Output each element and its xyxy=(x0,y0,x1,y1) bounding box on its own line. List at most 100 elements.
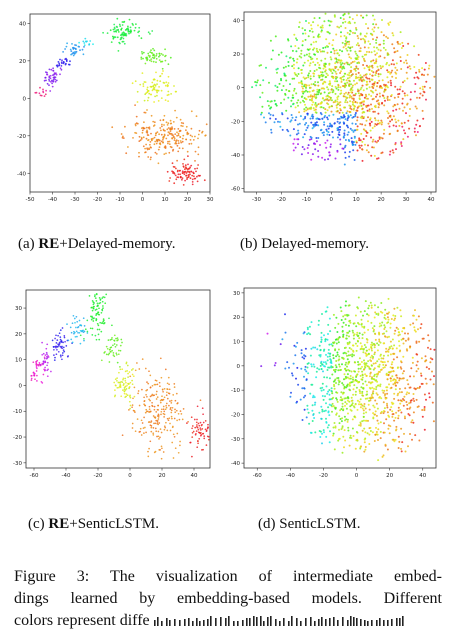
scatter-point xyxy=(351,116,354,119)
scatter-point xyxy=(307,74,310,77)
scatter-point xyxy=(191,431,194,434)
scatter-point xyxy=(170,93,173,95)
scatter-point xyxy=(160,140,163,143)
scatter-point xyxy=(149,399,151,402)
scatter-point xyxy=(138,26,141,29)
scatter-point xyxy=(371,376,373,379)
scatter-point xyxy=(86,330,89,333)
scatter-point xyxy=(72,314,75,317)
glyph-stroke xyxy=(386,620,389,626)
scatter-point xyxy=(117,28,119,31)
scatter-point xyxy=(346,373,349,376)
scatter-point xyxy=(365,14,368,17)
scatter-point xyxy=(424,355,427,358)
scatter-point xyxy=(371,28,374,31)
scatter-point xyxy=(357,296,360,299)
scatter-point xyxy=(305,122,308,124)
scatter-point xyxy=(382,366,385,369)
scatter-point xyxy=(316,49,319,52)
scatter-point xyxy=(202,421,205,424)
scatter-point xyxy=(163,416,165,418)
scatter-point xyxy=(397,409,400,412)
scatter-point xyxy=(304,29,306,32)
scatter-point xyxy=(328,393,331,396)
scatter-point xyxy=(386,404,389,407)
scatter-point xyxy=(329,91,331,94)
scatter-point xyxy=(344,397,347,400)
scatter-point xyxy=(308,29,311,32)
scatter-point xyxy=(95,308,98,311)
scatter-point xyxy=(153,121,156,124)
scatter-point xyxy=(318,344,321,347)
scatter-point xyxy=(169,119,172,122)
scatter-point xyxy=(401,90,404,93)
scatter-point xyxy=(355,65,358,68)
scatter-point xyxy=(385,389,388,392)
scatter-point xyxy=(116,379,118,382)
scatter-point xyxy=(152,54,155,57)
scatter-point xyxy=(303,408,306,411)
scatter-point xyxy=(139,427,142,430)
scatter-point xyxy=(377,139,380,142)
scatter-point xyxy=(391,413,394,416)
scatter-point xyxy=(324,12,327,15)
scatter-point xyxy=(34,91,37,94)
scatter-point xyxy=(300,352,303,355)
scatter-point xyxy=(121,368,124,371)
scatter-point xyxy=(416,387,419,389)
scatter-point xyxy=(368,51,371,53)
scatter-point xyxy=(129,404,132,407)
scatter-point xyxy=(324,57,327,60)
scatter-point xyxy=(103,322,105,325)
scatter-point xyxy=(369,368,372,370)
scatter-point xyxy=(356,380,358,383)
scatter-point xyxy=(161,123,163,126)
scatter-point xyxy=(46,361,49,364)
scatter-point xyxy=(360,318,363,321)
scatter-point xyxy=(327,88,330,91)
scatter-point xyxy=(122,135,124,138)
scatter-point xyxy=(50,370,52,373)
scatter-point xyxy=(358,357,361,360)
scatter-point xyxy=(129,26,132,29)
scatter-point xyxy=(204,420,207,422)
scatter-point xyxy=(165,421,167,424)
scatter-point xyxy=(347,114,350,117)
glyph-stroke xyxy=(313,621,316,626)
scatter-point xyxy=(372,330,375,333)
scatter-point xyxy=(326,359,329,362)
scatter-point xyxy=(354,370,356,373)
scatter-point xyxy=(186,422,188,424)
scatter-point xyxy=(321,410,324,413)
scatter-point xyxy=(308,55,311,58)
scatter-point xyxy=(101,300,104,303)
scatter-point xyxy=(377,306,380,309)
scatter-point xyxy=(395,108,398,111)
scatter-point xyxy=(312,21,315,24)
scatter-point xyxy=(335,60,338,63)
scatter-point xyxy=(61,354,64,357)
scatter-point xyxy=(160,445,163,448)
scatter-point xyxy=(74,321,76,324)
scatter-point xyxy=(290,105,292,108)
x-tick-label: 40 xyxy=(191,473,198,479)
scatter-point xyxy=(32,361,35,364)
scatter-point xyxy=(387,122,390,125)
scatter-point xyxy=(274,35,277,38)
scatter-point xyxy=(163,425,166,428)
scatter-point xyxy=(382,454,385,457)
scatter-point xyxy=(332,380,335,383)
scatter-point xyxy=(297,104,299,107)
scatter-point xyxy=(379,430,382,433)
scatter-point xyxy=(416,360,419,363)
scatter-point xyxy=(334,425,337,428)
scatter-point xyxy=(359,406,362,409)
scatter-point xyxy=(362,415,365,418)
scatter-point xyxy=(357,367,360,370)
scatter-point xyxy=(84,328,87,331)
scatter-point xyxy=(394,416,397,419)
scatter-point xyxy=(395,121,398,124)
scatter-point xyxy=(359,342,362,345)
scatter-point xyxy=(304,123,306,126)
scatter-point xyxy=(390,63,393,66)
